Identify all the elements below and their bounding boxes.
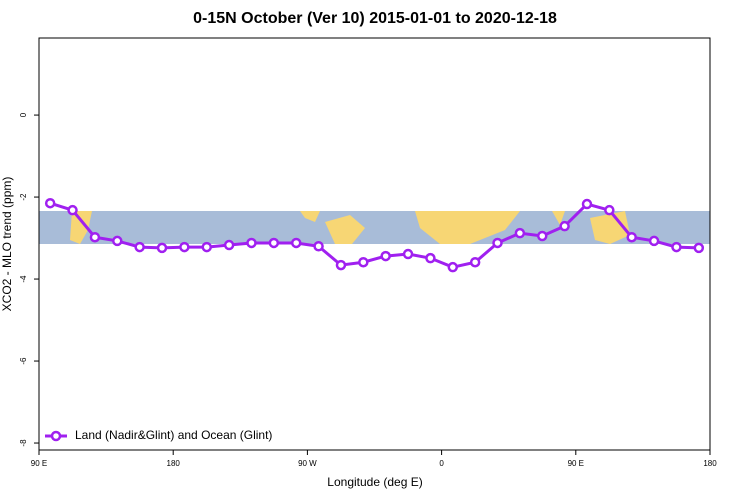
data-point [469,256,481,268]
data-point [604,204,615,216]
x-tick-label: 90 E [31,459,47,468]
data-point [313,241,324,252]
y-tick-label: -8 [19,439,28,447]
data-point [693,242,705,254]
data-point [89,231,101,243]
data-point [246,237,257,249]
data-point [268,237,280,249]
legend-label: Land (Nadir&Glint) and Ocean (Glint) [75,428,272,442]
data-point [402,248,414,260]
data-point [201,241,212,253]
x-tick-label: 90 E [568,459,584,468]
x-tick-label: 180 [703,459,717,468]
data-point [134,241,145,253]
plot-frame [38,37,711,451]
data-point [179,241,190,253]
data-point [112,235,123,247]
y-tick-label: -4 [19,275,28,283]
x-tick-label: 180 [167,459,181,468]
data-point [537,230,548,242]
x-axis-label: Longitude (deg E) [327,475,422,489]
data-point [223,239,235,251]
data-point [380,250,391,262]
y-tick-label: -6 [19,357,28,365]
data-point [447,261,459,273]
data-point [559,220,570,232]
data-point [156,242,168,254]
data-point [358,256,369,268]
y-tick-label: 0 [19,112,28,117]
legend-marker [50,430,62,442]
y-axis-label: XCO2 - MLO trend (ppm) [0,177,14,312]
data-point [626,231,637,243]
data-point [581,198,593,210]
data-point [671,241,682,253]
x-tick-label: 0 [439,459,444,468]
chart-title: 0-15N October (Ver 10) 2015-01-01 to 202… [193,10,557,27]
data-point [335,259,347,271]
x-tick-label: 90 W [298,459,317,468]
data-point [492,237,503,249]
data-point [67,204,78,216]
y-tick-label: -2 [19,193,28,201]
data-point [290,237,302,249]
data-point [44,197,56,209]
data-point [425,252,436,264]
map-strip [39,211,710,244]
data-point [648,235,660,247]
data-point [514,227,526,239]
